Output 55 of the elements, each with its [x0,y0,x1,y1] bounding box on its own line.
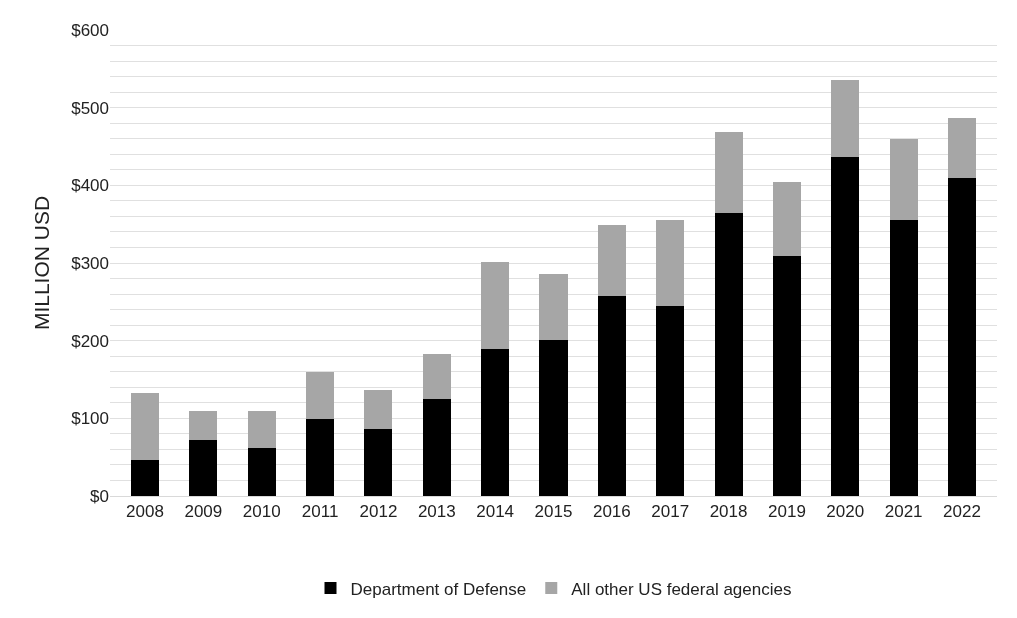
x-tick-label: 2018 [709,502,748,522]
x-tick-label: 2012 [359,502,398,522]
bar [947,177,976,496]
bar [656,219,685,306]
x-tick-label: 2015 [534,502,573,522]
x-tick-label: 2022 [943,502,981,522]
x-tick-label: 2019 [768,502,806,522]
legend-label: Department of Defense [350,579,527,599]
bar [306,371,335,420]
y-tick-label: $300 [71,253,109,273]
y-axis-title: MILLION USD [30,195,54,331]
bar [247,447,276,496]
bar [889,138,918,221]
x-tick-label: 2013 [417,502,456,522]
y-tick-label: $500 [71,98,109,118]
bar [306,419,335,496]
legend-label: All other US federal agencies [571,579,792,599]
y-tick-label: $600 [71,20,109,40]
bar [889,220,918,496]
x-tick-label: 2017 [651,502,690,522]
x-tick-label: 2020 [826,502,865,522]
bar [831,156,860,496]
bar [947,117,976,178]
bar [714,212,743,496]
bar [831,80,860,157]
x-tick-label: 2010 [242,502,281,522]
y-tick-label: $100 [71,409,109,429]
bar [364,389,393,430]
y-tick-label: $0 [90,486,109,506]
x-tick-label: 2008 [126,502,164,522]
bar [539,273,568,340]
bar [481,349,510,496]
bar [597,296,626,496]
bar [422,398,451,496]
bar [714,131,743,213]
x-tick-label: 2011 [301,502,339,522]
x-tick-label: 2016 [592,502,631,522]
y-tick-label: $200 [71,331,109,351]
bar [597,224,626,297]
bar [247,411,276,448]
bar [131,393,160,461]
bar [189,440,218,496]
bar [481,262,510,350]
bar [189,410,218,441]
bar [364,429,393,496]
x-tick-label: 2014 [476,502,515,522]
x-tick-label: 2009 [184,502,223,522]
y-tick-label: $400 [71,176,109,196]
bar [656,305,685,496]
bar [422,353,451,399]
bar [772,256,801,496]
bar [772,182,801,257]
x-tick-label: 2021 [884,502,923,522]
bar [131,460,160,496]
bar [539,339,568,496]
